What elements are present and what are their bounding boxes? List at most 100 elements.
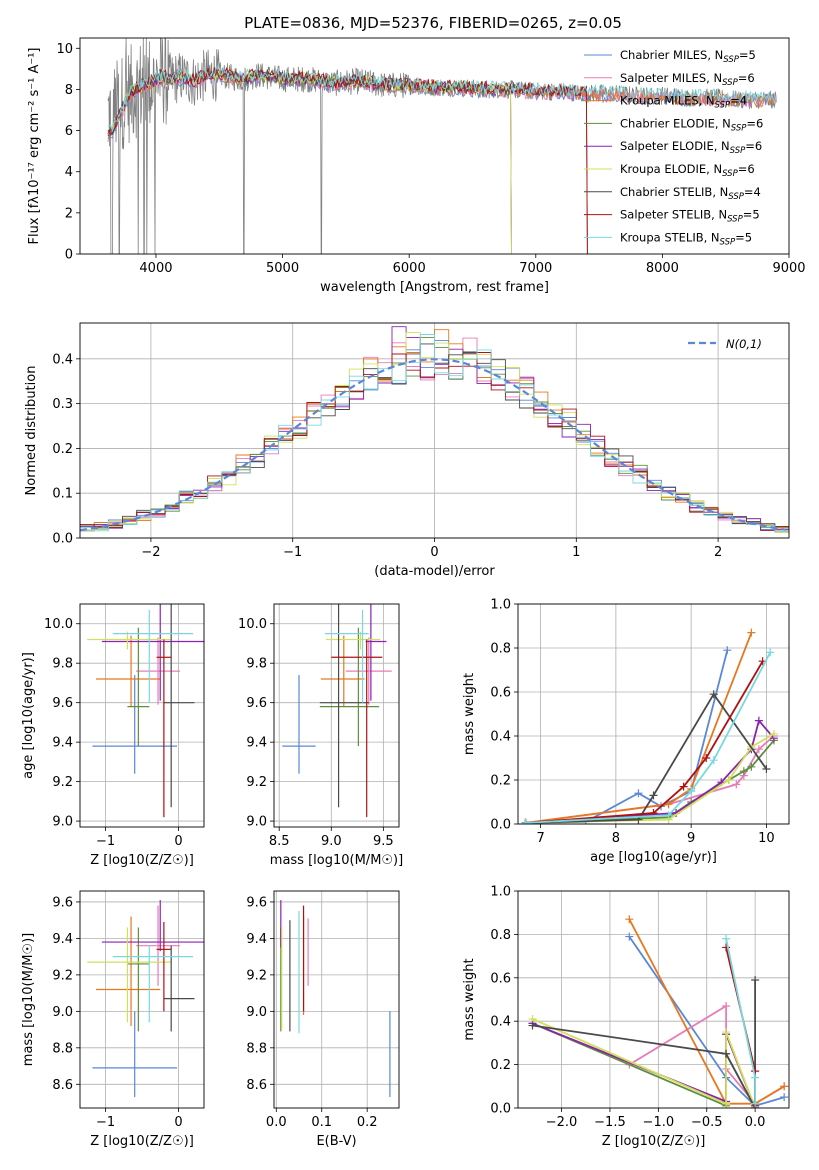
axes-frame [79,322,790,539]
y-tick-label: 9.2 [246,775,267,790]
y-tick-label: 9.0 [246,1005,267,1020]
y-tick-label: 9.4 [246,736,267,751]
x-tick-label: 0 [174,1115,182,1130]
plot-residuals: −2 −1 0 1 2 0.0 0.1 0.2 0.3 0.4 (data-model)/error… [24,322,790,579]
weight-marker [722,1099,731,1108]
weight-marker [528,1021,537,1030]
y-tick-label: 0.4 [490,730,511,745]
weight-line [525,692,768,824]
model-spectrum [107,71,512,254]
weight-marker [722,1049,731,1058]
x-tick-label: 0.1 [311,1115,332,1130]
y-tick-label: 9.0 [246,815,267,830]
x-axis-label: Z [log10(Z/Z☉)] [90,1134,194,1149]
weight-marker [754,716,763,725]
weight-marker [751,1099,760,1108]
y-tick-label: 0.8 [490,642,511,657]
y-tick-label: 8.6 [52,1078,73,1093]
weight-marker [766,648,775,657]
x-axis-label: Z [log10(Z/Z☉)] [90,853,194,868]
axes-frame [79,603,205,828]
weight-marker [625,932,634,941]
x-tick-label: 0.2 [357,1115,378,1130]
y-tick-label: 4 [65,165,73,180]
weight-marker [709,756,718,765]
y-tick-label: 8.8 [52,1041,73,1056]
x-axis-label: mass [log10(M/M☉)] [270,853,403,868]
y-tick-label: 9.6 [52,895,73,910]
plot-mass_weight_vs_Z: −2.0 −1.5 −1.0 −0.5 0.0 0.0 0.2 0.4 0.6 0.8 1.0 Z [… [462,885,790,1149]
weight-marker [747,762,756,771]
weight-marker [780,1093,789,1102]
y-tick-label: 0.1 [52,487,73,502]
x-axis-label: Z [log10(Z/Z☉)] [602,1134,706,1149]
plot-mass_weight_vs_age: 7 8 9 10 0.0 0.2 0.4 0.6 0.8 1.0 age [log10(age/yr… [462,598,790,865]
y-axis-label: Flux [fλ10⁻¹⁷ erg cm⁻² s⁻¹ A⁻¹] [27,48,42,245]
y-axis-label: Normed distribution [24,366,39,496]
weight-marker [747,628,756,637]
x-tick-label: 8000 [646,261,679,276]
plot-age_vs_Z: −1 0 9.0 9.2 9.4 9.6 9.8 10.0 Z [log10(Z/Z☉)] age… [21,603,205,868]
legend-label: Chabrier MILES, NSSP=5 [620,48,756,65]
y-tick-label: 0.4 [490,1015,511,1030]
x-tick-label: −2.0 [546,1115,578,1130]
legend-label: Kroupa ELODIE, NSSP=6 [620,162,755,179]
legend-label: Chabrier STELIB, NSSP=4 [620,185,761,202]
y-tick-label: 0.2 [52,442,73,457]
y-tick-label: 0.2 [490,774,511,789]
x-tick-label: 9.0 [321,834,342,849]
axes-frame [517,890,790,1109]
weight-line [525,632,753,824]
y-tick-label: 0.6 [490,686,511,701]
y-tick-label: 9.8 [52,657,73,672]
y-tick-label: 9.4 [246,932,267,947]
y-tick-label: 9.6 [52,696,73,711]
x-axis-label: (data-model)/error [374,564,495,579]
y-tick-label: 0 [65,248,73,263]
y-tick-label: 0.0 [490,1102,511,1117]
y-tick-label: 9.4 [52,736,73,751]
plot-area [107,38,777,254]
weight-marker [722,934,731,943]
y-tick-label: 2 [65,206,73,221]
weight-marker [722,1002,731,1011]
plot-area [87,604,204,818]
y-tick-label: 8.8 [246,1041,267,1056]
x-tick-label: −1.5 [594,1115,626,1130]
x-tick-label: −1.0 [643,1115,675,1130]
weight-marker [687,787,696,795]
weight-line [532,1018,756,1108]
y-tick-label: 0.6 [490,971,511,986]
weight-marker [751,975,760,984]
weight-marker [664,800,673,809]
x-tick-label: −2 [141,545,160,560]
y-tick-label: 8.6 [246,1078,267,1093]
y-tick-label: 9.2 [52,968,73,983]
x-tick-label: 0 [430,545,438,560]
y-tick-label: 10.0 [44,617,73,632]
x-axis-label: wavelength [Angstrom, rest frame] [320,280,549,295]
weight-line [525,649,729,824]
legend-label: Salpeter MILES, NSSP=6 [620,71,755,88]
weight-marker [723,646,732,655]
plot-mass_vs_Z: −1 0 8.6 8.8 9.0 9.2 9.4 9.6 Z [log10(Z/Z☉)] mass… [21,890,205,1149]
x-tick-label: 6000 [393,261,426,276]
model-spectrum [107,67,588,254]
y-tick-label: 9.8 [246,657,267,672]
legend-label: Chabrier ELODIE, NSSP=6 [620,116,763,133]
plot-area [280,900,391,1098]
x-tick-label: 7 [536,831,544,846]
x-tick-label: 8.5 [269,834,290,849]
weight-marker [679,782,688,791]
chart-title: PLATE=0836, MJD=52376, FIBERID=0265, z=0… [244,14,622,32]
x-tick-label: 0 [174,834,182,849]
x-tick-label: 1 [572,545,580,560]
x-tick-label: 5000 [266,261,299,276]
plot-area [87,900,204,1098]
weight-line [628,918,785,1105]
weight-marker [724,776,733,784]
model-spectrum [107,66,777,132]
axes-frame [273,890,400,1109]
y-axis-label: mass weight [462,958,477,1040]
